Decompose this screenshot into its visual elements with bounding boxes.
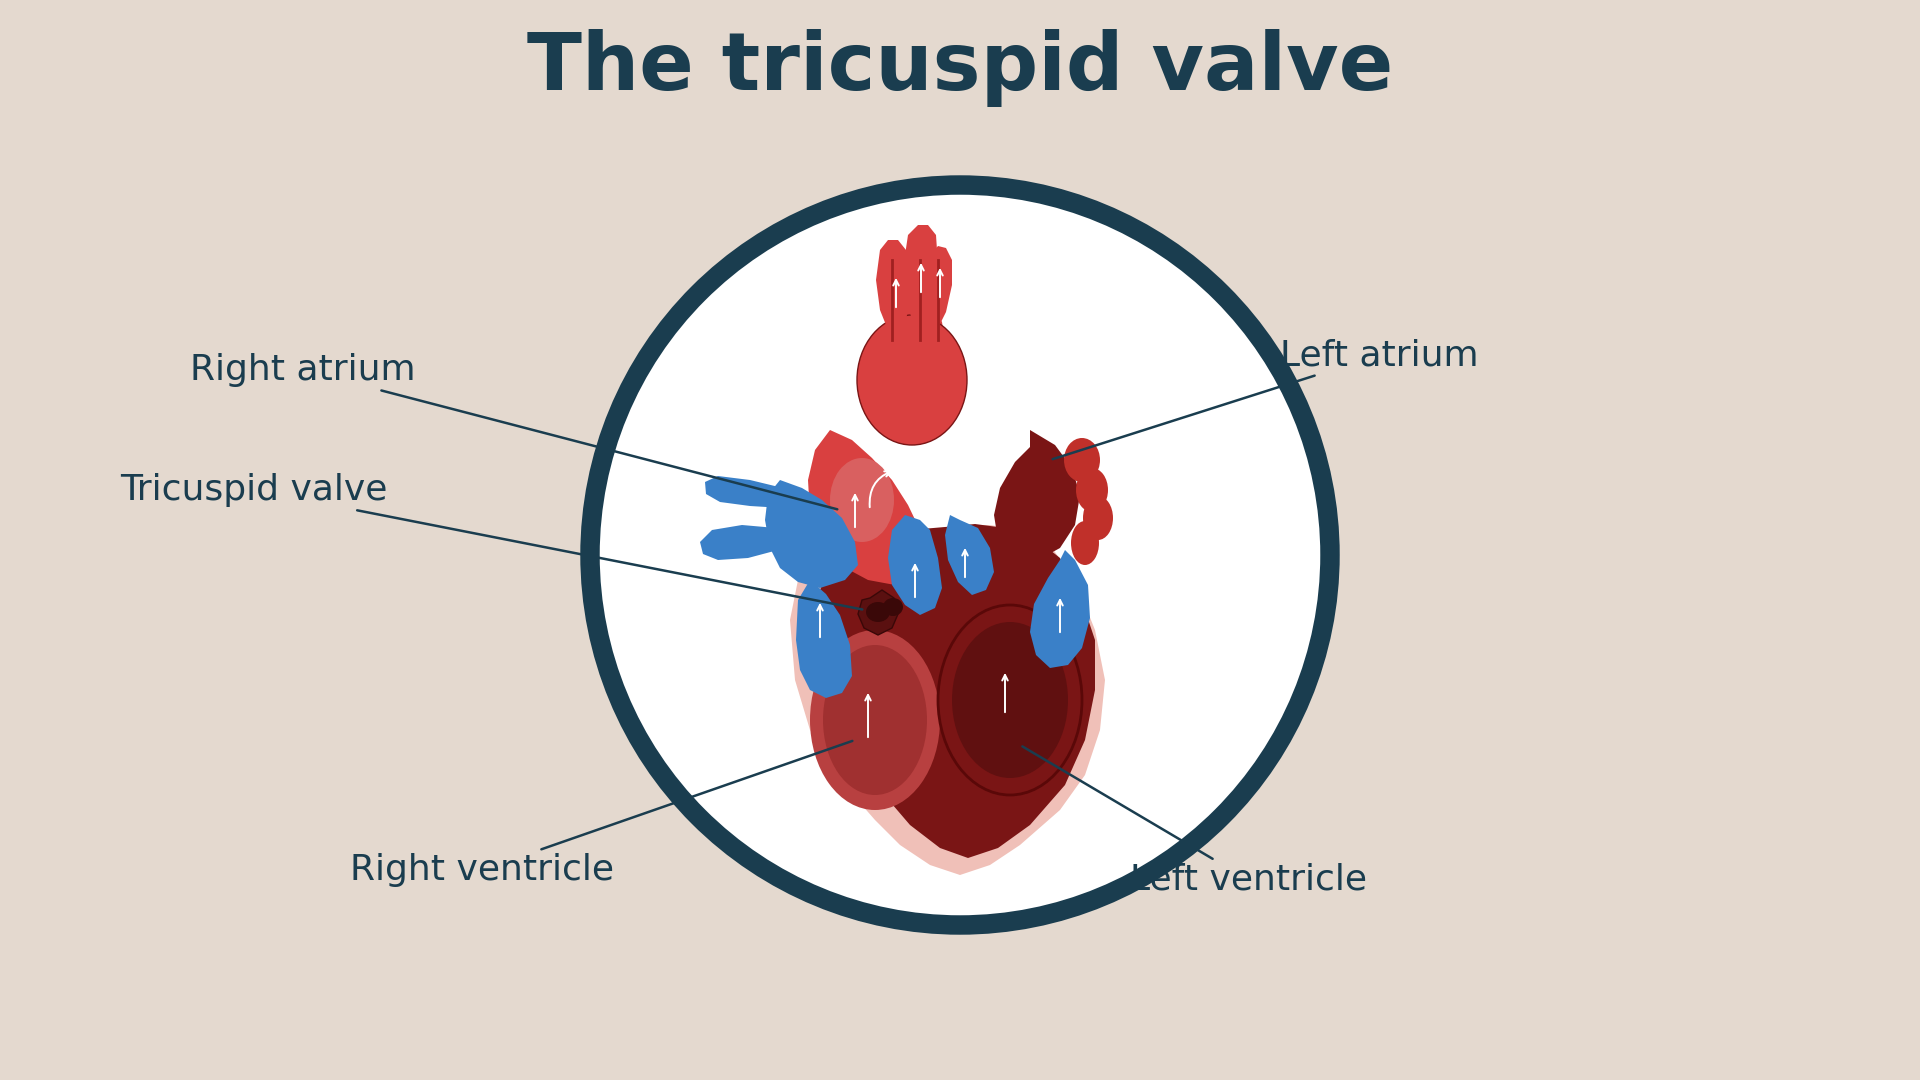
Polygon shape (797, 580, 852, 698)
Polygon shape (877, 300, 947, 445)
Polygon shape (858, 590, 899, 635)
Ellipse shape (824, 645, 927, 795)
Text: Left atrium: Left atrium (1052, 338, 1478, 459)
Text: The tricuspid valve: The tricuspid valve (526, 29, 1394, 107)
Ellipse shape (1064, 438, 1100, 482)
Text: Right atrium: Right atrium (190, 353, 837, 510)
Polygon shape (808, 430, 922, 585)
Polygon shape (887, 515, 943, 615)
Polygon shape (945, 515, 995, 595)
Ellipse shape (939, 605, 1083, 795)
Polygon shape (820, 524, 1094, 858)
Text: Tricuspid valve: Tricuspid valve (119, 473, 862, 609)
Ellipse shape (829, 458, 895, 542)
Ellipse shape (952, 622, 1068, 778)
Ellipse shape (1083, 496, 1114, 540)
Ellipse shape (1071, 521, 1098, 565)
Polygon shape (922, 246, 952, 332)
Polygon shape (904, 225, 939, 322)
Circle shape (589, 185, 1331, 924)
Text: Right ventricle: Right ventricle (349, 741, 852, 887)
Text: Left ventricle: Left ventricle (1021, 746, 1367, 897)
Polygon shape (701, 525, 778, 561)
Polygon shape (789, 525, 1106, 875)
Ellipse shape (1075, 468, 1108, 512)
Ellipse shape (866, 602, 891, 622)
Ellipse shape (810, 630, 941, 810)
Ellipse shape (883, 598, 902, 616)
Polygon shape (995, 430, 1079, 561)
Polygon shape (1029, 550, 1091, 669)
Ellipse shape (856, 315, 968, 445)
Polygon shape (764, 480, 858, 588)
Polygon shape (876, 240, 910, 338)
Polygon shape (705, 476, 783, 508)
